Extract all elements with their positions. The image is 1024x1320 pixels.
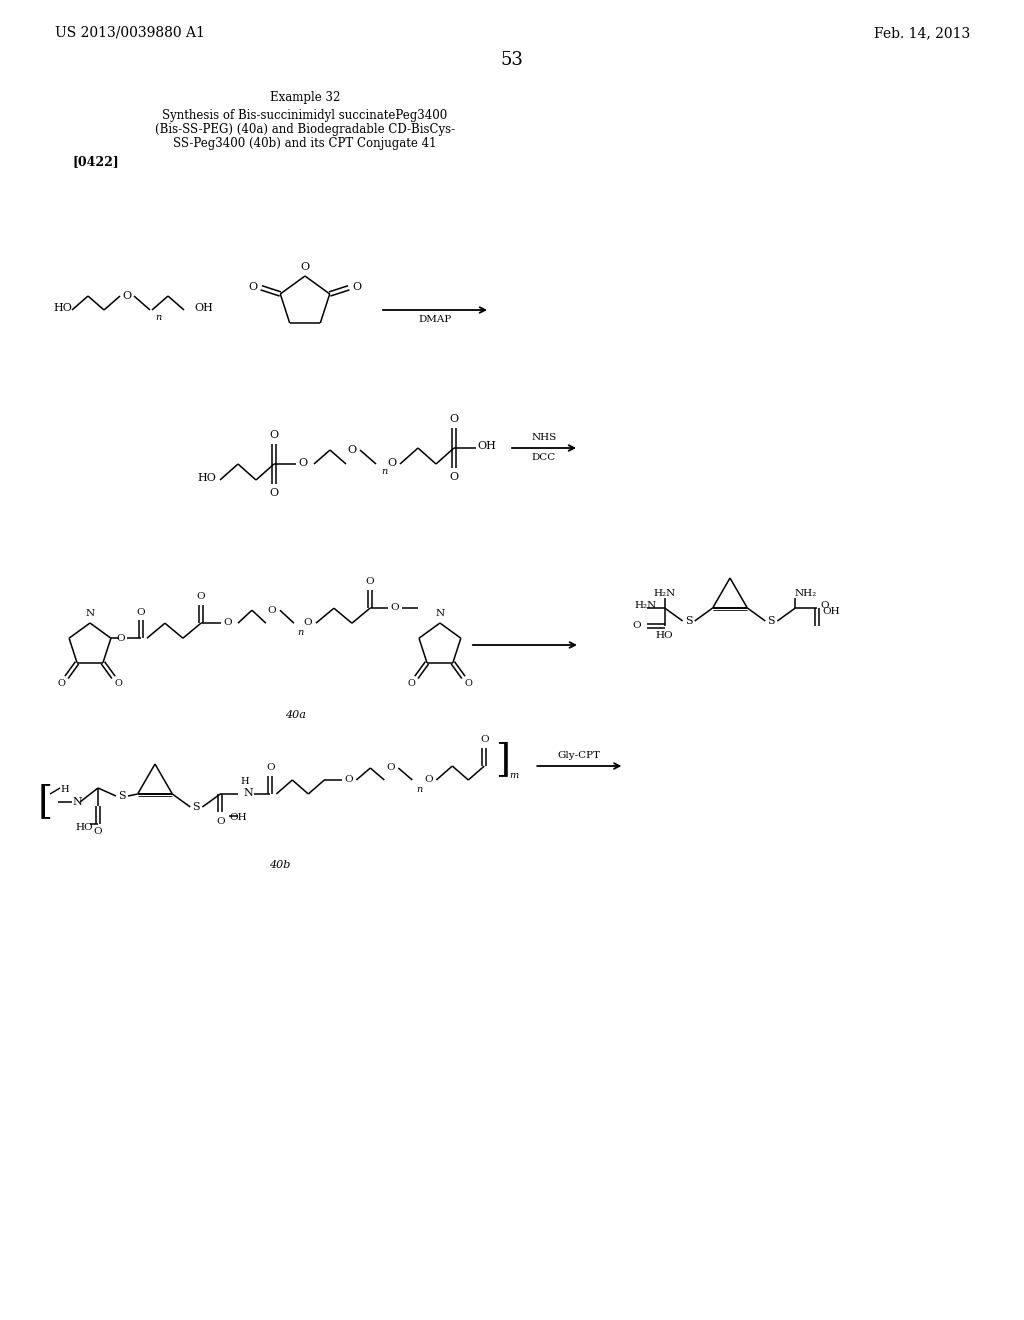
Text: n: n	[381, 467, 387, 477]
Text: NHS: NHS	[531, 433, 557, 441]
Text: S: S	[193, 803, 200, 812]
Text: O: O	[352, 281, 361, 292]
Text: N: N	[85, 610, 94, 619]
Text: O: O	[216, 817, 224, 826]
Text: H₂N: H₂N	[635, 602, 656, 610]
Text: US 2013/0039880 A1: US 2013/0039880 A1	[55, 26, 205, 40]
Text: n: n	[416, 784, 423, 793]
Text: O: O	[820, 602, 828, 610]
Text: Synthesis of Bis-succinimidyl succinatePeg3400: Synthesis of Bis-succinimidyl succinateP…	[163, 110, 447, 123]
Text: (Bis-SS-PEG) (40a) and Biodegradable CD-BisCys-: (Bis-SS-PEG) (40a) and Biodegradable CD-…	[155, 124, 455, 136]
Text: 40a: 40a	[285, 710, 305, 719]
Text: N: N	[244, 788, 253, 799]
Text: [0422]: [0422]	[72, 156, 119, 169]
Text: O: O	[450, 473, 459, 482]
Text: 40b: 40b	[269, 861, 291, 870]
Text: O: O	[387, 458, 396, 469]
Text: ]: ]	[495, 742, 510, 779]
Text: H: H	[240, 777, 249, 787]
Text: HO: HO	[198, 473, 216, 483]
Text: O: O	[424, 775, 432, 784]
Text: O: O	[115, 680, 122, 688]
Text: SS-Peg3400 (40b) and its CPT Conjugate 41: SS-Peg3400 (40b) and its CPT Conjugate 4…	[173, 137, 437, 150]
Text: Feb. 14, 2013: Feb. 14, 2013	[873, 26, 970, 40]
Text: HO: HO	[75, 824, 93, 833]
Text: HO: HO	[53, 304, 72, 313]
Text: O: O	[266, 763, 274, 771]
Text: O: O	[480, 734, 488, 743]
Text: O: O	[136, 607, 145, 616]
Text: NH₂: NH₂	[795, 589, 816, 598]
Text: H: H	[60, 785, 70, 795]
Text: O: O	[347, 445, 356, 455]
Text: O: O	[390, 603, 399, 611]
Text: OH: OH	[822, 607, 840, 616]
Text: DMAP: DMAP	[419, 314, 452, 323]
Text: S: S	[118, 791, 126, 801]
Text: O: O	[93, 828, 102, 837]
Text: HO: HO	[655, 631, 674, 640]
Text: O: O	[303, 618, 312, 627]
Text: O: O	[269, 430, 279, 440]
Text: O: O	[386, 763, 394, 772]
Text: n: n	[298, 628, 304, 636]
Text: O: O	[366, 577, 374, 586]
Text: O: O	[249, 281, 258, 292]
Text: H₂N: H₂N	[653, 589, 676, 598]
Text: OH: OH	[477, 441, 497, 451]
Text: 53: 53	[501, 51, 523, 69]
Text: O: O	[408, 680, 416, 688]
Text: Gly-CPT: Gly-CPT	[558, 751, 601, 759]
Text: O: O	[57, 680, 66, 688]
Text: m: m	[510, 771, 519, 780]
Text: S: S	[768, 616, 775, 626]
Text: O: O	[267, 606, 276, 615]
Text: O: O	[450, 414, 459, 424]
Text: O: O	[197, 591, 205, 601]
Text: O: O	[344, 775, 352, 784]
Text: O: O	[123, 290, 131, 301]
Text: OH: OH	[229, 813, 247, 822]
Text: [: [	[38, 784, 52, 821]
Text: S: S	[685, 616, 692, 626]
Text: n: n	[155, 314, 161, 322]
Text: O: O	[269, 488, 279, 498]
Text: O: O	[117, 634, 125, 643]
Text: OH: OH	[194, 304, 213, 313]
Text: Example 32: Example 32	[269, 91, 340, 104]
Text: N: N	[435, 610, 444, 619]
Text: O: O	[464, 680, 472, 688]
Text: N: N	[72, 797, 82, 807]
Text: DCC: DCC	[531, 453, 556, 462]
Text: O: O	[298, 458, 307, 469]
Text: O: O	[223, 618, 232, 627]
Text: O: O	[633, 622, 641, 631]
Text: O: O	[300, 261, 309, 272]
